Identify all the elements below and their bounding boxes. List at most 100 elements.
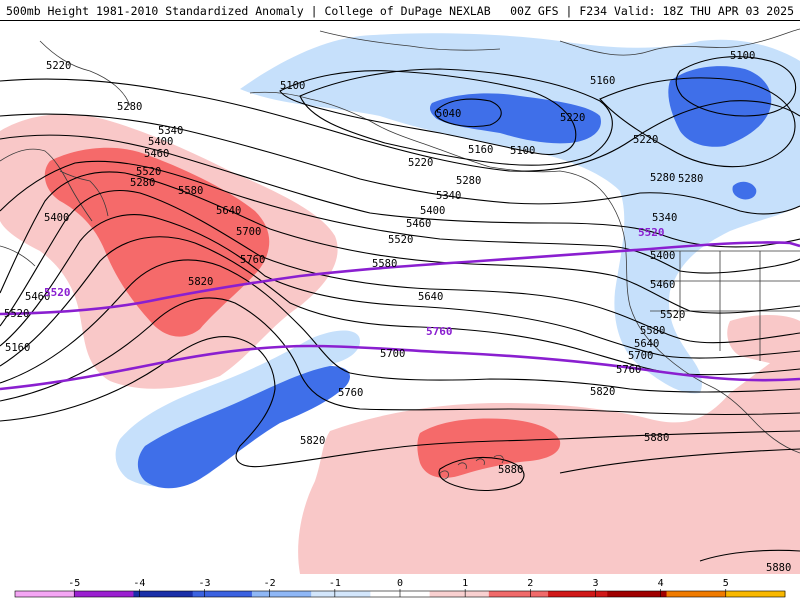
color-scale: -5 -4 -3 -2 -1 0 1 2 3 4 5: [0, 574, 800, 600]
highlighted-contour-5760: [0, 344, 800, 391]
color-scale-segment: [15, 591, 75, 597]
map-title: 500mb Height 1981-2010 Standardized Anom…: [6, 4, 491, 18]
height-label: 5700: [236, 226, 261, 238]
height-label: 5700: [628, 350, 653, 362]
contour-5880-east: [559, 448, 800, 474]
height-label: 5460: [650, 279, 675, 291]
anomaly-pos1-subtropical-pacific: [298, 343, 800, 574]
height-label: 5760: [240, 254, 265, 266]
color-scale-tick-label: -3: [199, 578, 211, 589]
height-label: 5820: [188, 276, 213, 288]
highlighted-label-5520-west: 5520: [44, 286, 71, 299]
color-scale-tick-label: 5: [723, 578, 729, 589]
contour-5880-hawaii: [438, 456, 525, 492]
color-scale-tick-label: 0: [397, 578, 403, 589]
state-borders: [650, 250, 800, 361]
color-scale-segment: [666, 591, 727, 597]
color-scale-tick-label: 4: [658, 578, 664, 589]
color-scale-segment: [251, 591, 312, 597]
contour-5820: [0, 335, 800, 468]
height-label: 5760: [616, 364, 641, 376]
height-label: 5460: [406, 218, 431, 230]
contour-5160-east: [599, 77, 796, 168]
contour-5220: [0, 78, 800, 172]
coastline-arctic: [319, 28, 800, 56]
color-scale-svg: -5 -4 -3 -2 -1 0 1 2 3 4 5: [14, 578, 786, 598]
height-label: 5580: [372, 258, 397, 270]
height-label: 5580: [178, 185, 203, 197]
color-scale-segment: [74, 591, 134, 597]
contour-5880-se: [699, 549, 800, 562]
height-label: 5880: [498, 464, 523, 476]
color-scale-bar: [14, 589, 786, 598]
color-scale-tick-label: 2: [527, 578, 533, 589]
color-scale-tick-labels: -5 -4 -3 -2 -1 0 1 2 3 4 5: [68, 578, 729, 589]
height-label: 5340: [158, 125, 183, 137]
height-label: 5640: [634, 338, 659, 350]
height-label: 5520: [4, 308, 29, 320]
height-label: 5520: [388, 234, 413, 246]
title-bar: 500mb Height 1981-2010 Standardized Anom…: [0, 0, 800, 21]
anomaly-neg2-hudson-bay: [668, 66, 772, 147]
contour-5760: [0, 297, 800, 416]
color-scale-tick-label: 3: [592, 578, 598, 589]
height-label: 5400: [44, 212, 69, 224]
height-label: 5280: [456, 175, 481, 187]
color-scale-segment: [192, 591, 253, 597]
height-label: 5220: [408, 157, 433, 169]
height-label: 5040: [436, 108, 461, 120]
hawaii-islands: [439, 455, 504, 480]
height-label: 5820: [590, 386, 615, 398]
color-scale-segment: [133, 591, 194, 597]
height-label: 5520: [660, 309, 685, 321]
height-label: 5880: [766, 562, 791, 574]
height-label: 5700: [380, 348, 405, 360]
highlighted-label-5760: 5760: [426, 325, 453, 338]
height-label: 5400: [148, 136, 173, 148]
height-label: 5460: [25, 291, 50, 303]
highlighted-contours: [0, 241, 800, 391]
height-label: 5280: [130, 177, 155, 189]
height-label: 5880: [644, 432, 669, 444]
highlighted-contour-5520: [0, 241, 800, 316]
height-label: 5100: [730, 50, 755, 62]
contour-5280: [0, 113, 800, 215]
contour-5580: [0, 214, 800, 359]
map-svg: 5100 5040 5160 5100 5160 5220 5280 5220 …: [0, 21, 800, 574]
height-label: 5280: [650, 172, 675, 184]
anomaly-neg2-pacific-trough: [137, 366, 350, 489]
color-scale-tick-label: -1: [329, 578, 341, 589]
contour-5160-ak: [299, 68, 613, 166]
height-label: 5280: [117, 101, 142, 113]
anomaly-pos2-hawaii: [417, 418, 561, 478]
height-label: 5820: [300, 435, 325, 447]
contour-labels: 5100 5040 5160 5100 5160 5220 5280 5220 …: [4, 50, 791, 574]
color-scale-tick-label: -2: [264, 578, 276, 589]
highlighted-label-5520-east: 5520: [638, 226, 665, 239]
contour-5400: [0, 160, 800, 274]
height-label: 5340: [652, 212, 677, 224]
contour-5700: [0, 259, 800, 393]
color-scale-segment: [311, 591, 371, 597]
height-label: 5520: [136, 166, 161, 178]
map-area: 5100 5040 5160 5100 5160 5220 5280 5220 …: [0, 21, 800, 574]
height-label: 5220: [46, 60, 71, 72]
contour-5460: [0, 171, 800, 314]
height-label: 5160: [468, 144, 493, 156]
height-label: 5220: [633, 134, 658, 146]
anomaly-neg2-east-canada: [732, 181, 757, 200]
height-label: 5580: [640, 325, 665, 337]
height-label: 5340: [436, 190, 461, 202]
color-scale-segment: [488, 591, 549, 597]
run-info: 00Z GFS | F234 Valid: 18Z THU APR 03 202…: [510, 4, 794, 18]
coastline-alaska: [249, 91, 601, 190]
height-label: 5760: [338, 387, 363, 399]
color-scale-segment: [607, 591, 668, 597]
color-scale-tick-label: -5: [68, 578, 80, 589]
contour-5100-east: [675, 56, 797, 117]
color-scale-segment: [429, 591, 490, 597]
height-label: 5100: [280, 80, 305, 92]
height-label: 5400: [420, 205, 445, 217]
contour-5040: [434, 98, 502, 128]
